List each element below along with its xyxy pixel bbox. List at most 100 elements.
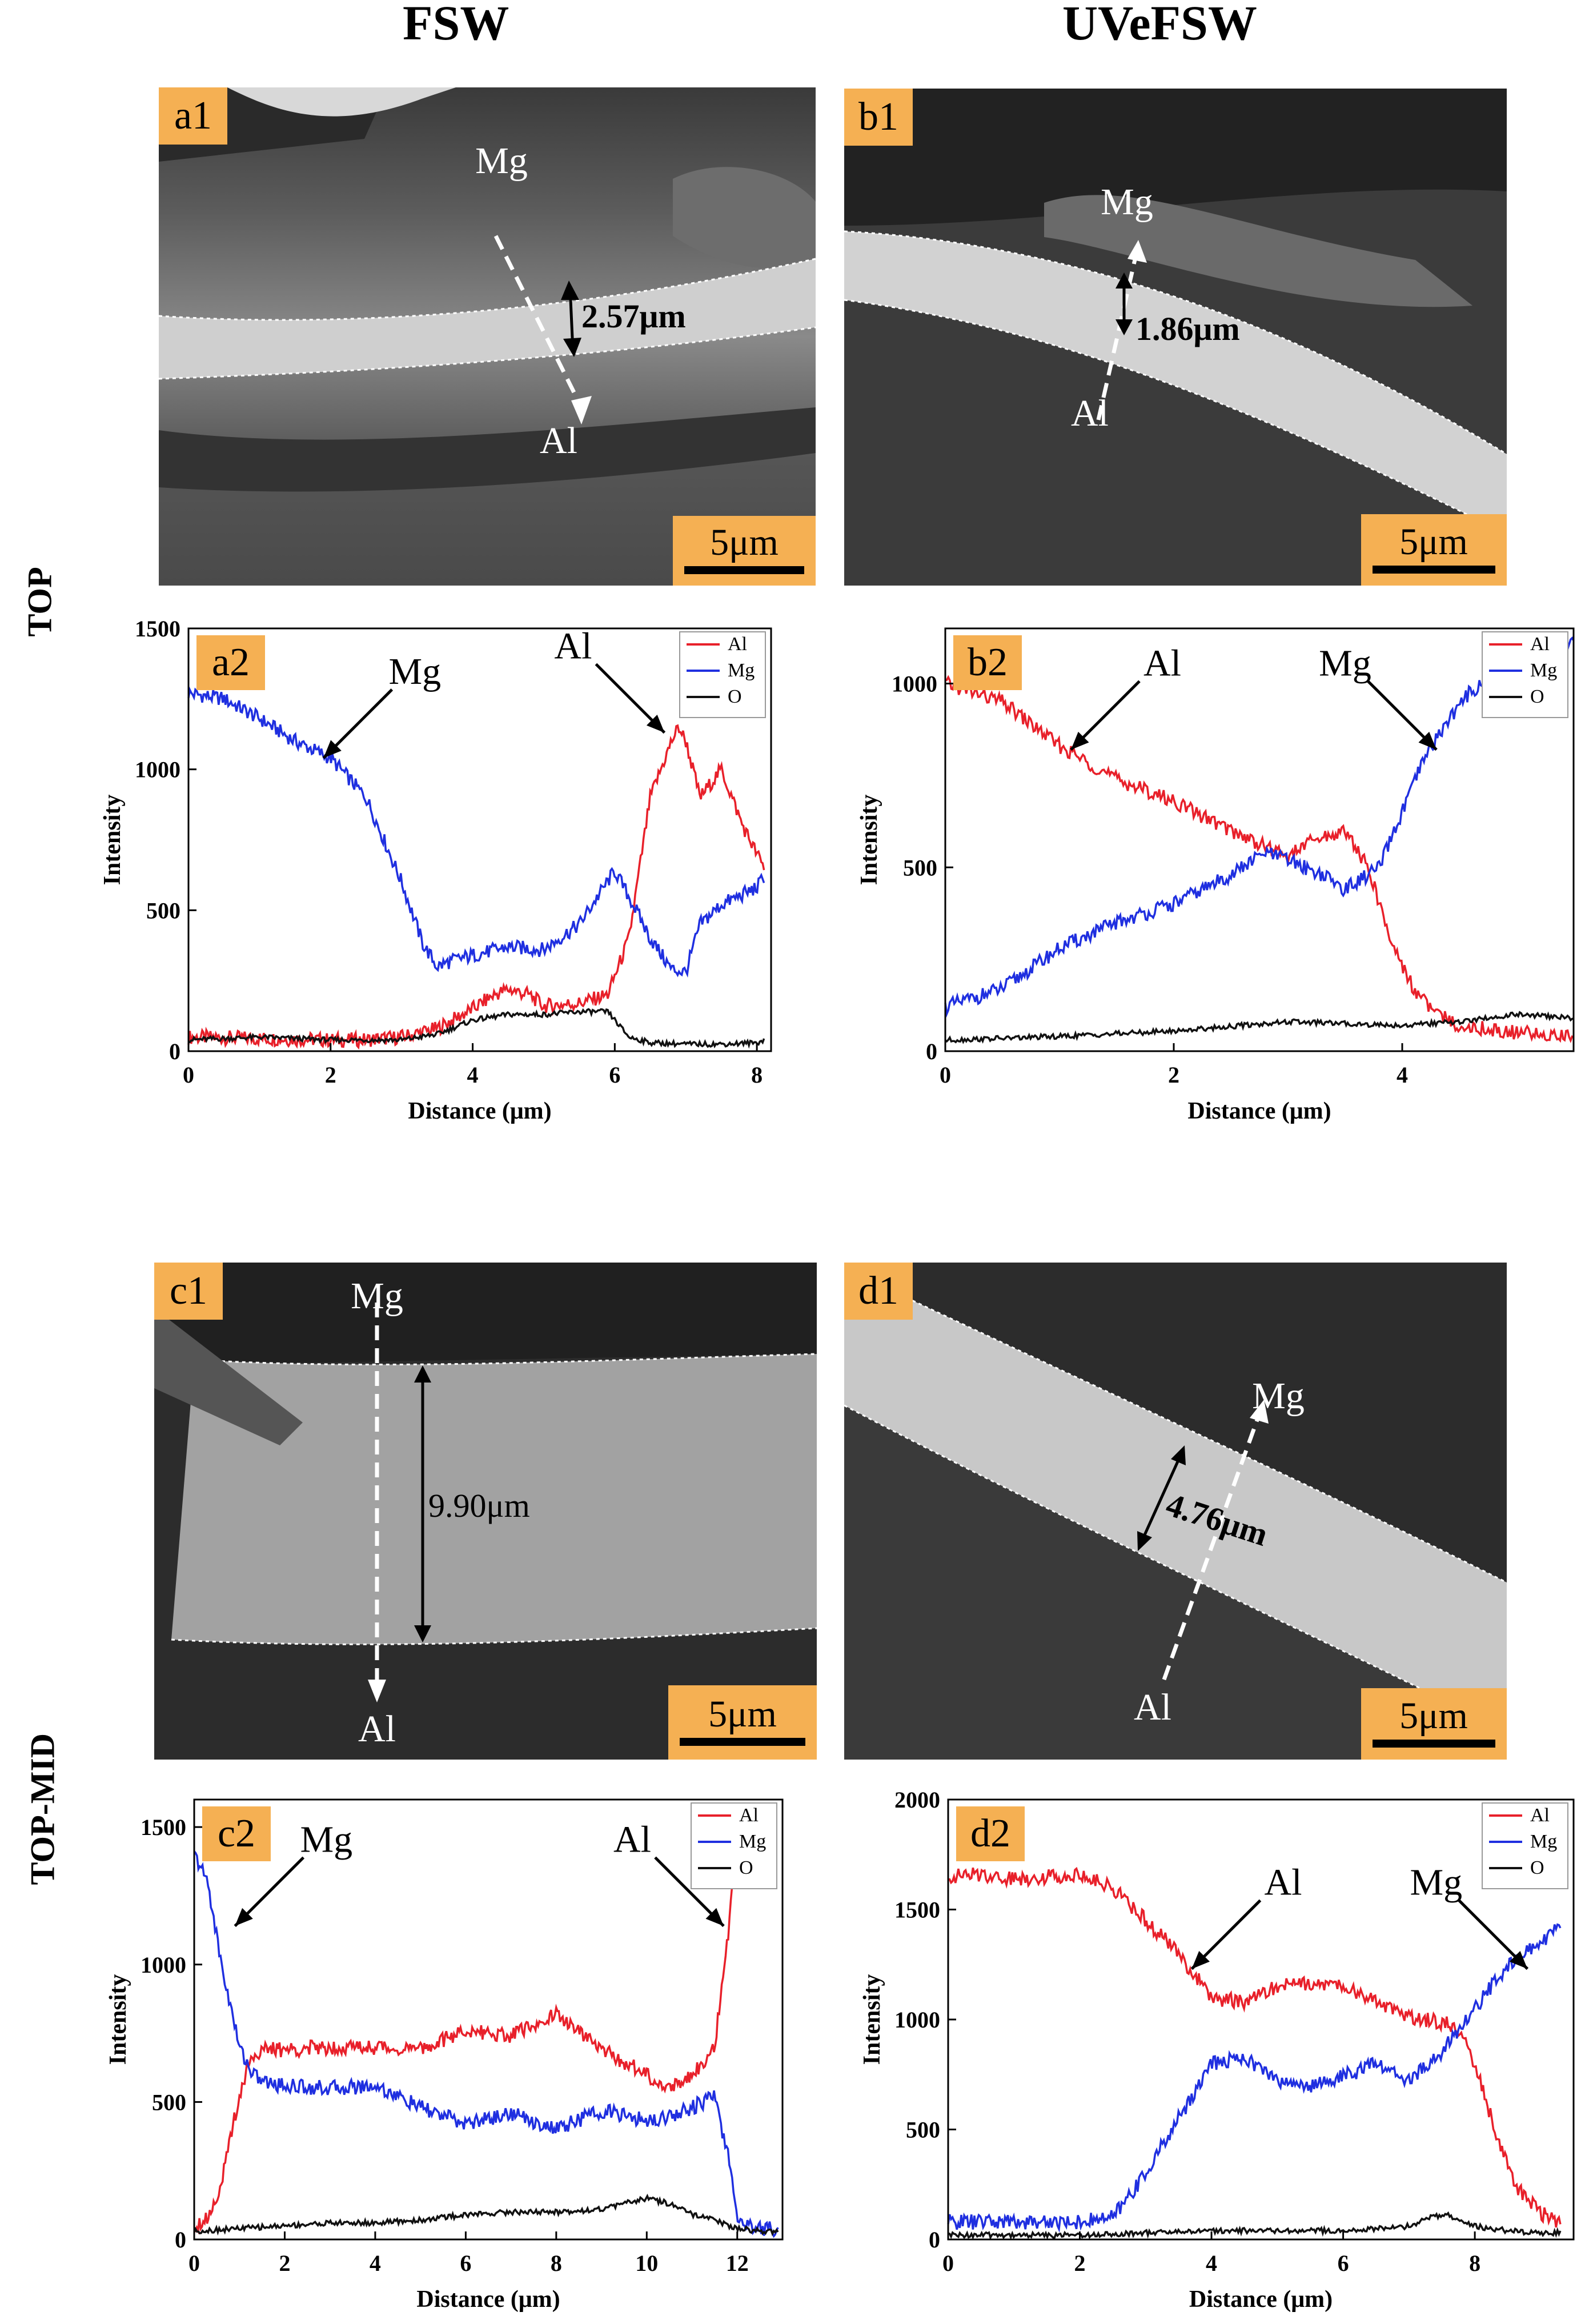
micrograph-d1-end-label: Mg: [1252, 1375, 1305, 1417]
x-axis-label: Distance (μm): [1189, 2286, 1333, 2313]
chart-d2: 0 2 4 6 8 0 500 1000 1500 2000 Distance (μm) Intens…: [859, 1787, 1575, 2313]
legend-label-al: Al: [739, 1805, 759, 1826]
y-tick-label: 1500: [135, 616, 180, 642]
x-tick-label: 12: [726, 2250, 749, 2276]
series-line-al: [193, 1822, 739, 2235]
micrograph-d1-scale-text: 5μm: [1399, 1695, 1468, 1737]
micrograph-d1-scale-bar: [1373, 1740, 1495, 1748]
micrograph-b1-label: b1: [858, 95, 898, 139]
legend-label-mg: Mg: [1530, 1831, 1557, 1852]
series-line-mg: [187, 686, 765, 978]
y-tick-label: 1000: [894, 2007, 940, 2033]
series-line-o: [193, 2193, 779, 2237]
y-tick-label: 500: [152, 2089, 186, 2115]
series-line-mg: [947, 1923, 1562, 2233]
micrograph-b1-end-label: Mg: [1101, 181, 1153, 223]
legend-label-al: Al: [1530, 634, 1550, 655]
annotation-label: Mg: [1410, 1861, 1462, 1903]
chart-c2: 0 2 4 6 8 10 12 0 500 1000 1500 Distance (μm) Intens…: [105, 1798, 784, 2313]
annotation-label: Al: [613, 1818, 651, 1860]
legend: [679, 631, 766, 718]
series-line-mg: [193, 1850, 779, 2238]
row-title-top: TOP: [21, 567, 59, 637]
micrograph-a1-end-label: Al: [540, 420, 577, 462]
micrograph-c1: c1 Mg Al 9.90μm 5μm: [154, 1263, 817, 1760]
annotation-label: Al: [554, 626, 592, 667]
legend-label-al: Al: [728, 634, 747, 655]
panel-label-box: [196, 635, 265, 690]
panel-label: b2: [968, 640, 1008, 684]
panel-label-box: [953, 635, 1022, 690]
x-tick-label: 8: [1469, 2250, 1480, 2276]
plot-frame: [187, 627, 772, 1052]
y-tick-label: 1500: [894, 1897, 940, 1923]
annotation-arrowhead: [1418, 731, 1436, 750]
micrograph-a1-scale-text: 5μm: [710, 522, 779, 563]
series-line-al: [948, 1866, 1562, 2228]
x-tick-label: 2: [325, 1062, 336, 1088]
micrograph-a1-thickness: 2.57μm: [581, 298, 686, 335]
legend: [1482, 631, 1568, 718]
chart-a2: 0 2 4 6 8 0 500 1000 1500 Distance (μm) Intensity a…: [99, 616, 772, 1124]
panel-label: d2: [970, 1812, 1010, 1856]
annotation-arrowhead: [1191, 1950, 1210, 1969]
micrograph-b1-start-label: Al: [1071, 392, 1109, 434]
x-tick-label: 6: [609, 1062, 620, 1088]
x-tick-label: 0: [188, 2250, 200, 2276]
panel-label-box: [202, 1806, 271, 1861]
legend-label-o: O: [1530, 1857, 1544, 1878]
x-tick-label: 4: [1206, 2250, 1217, 2276]
annotation-label: Mg: [1319, 642, 1371, 684]
panel-label-box: [956, 1806, 1025, 1861]
legend-label-o: O: [728, 686, 742, 707]
micrograph-a1-scale-bar: [684, 566, 804, 574]
legend-label-o: O: [1530, 686, 1544, 707]
y-tick-label: 2000: [894, 1787, 940, 1813]
micrograph-a1-label: a1: [174, 94, 212, 138]
micrograph-d1-start-label: Al: [1134, 1686, 1171, 1728]
micrograph-a1: a1 Mg Al 2.57μm 5μm: [159, 87, 816, 586]
series-line-mg: [944, 635, 1575, 1018]
y-axis-label: Intensity: [859, 1974, 885, 2065]
micrograph-c1-end-label: Al: [358, 1708, 396, 1750]
x-axis-label: Distance (μm): [1187, 1098, 1331, 1124]
x-tick-label: 0: [940, 1062, 951, 1088]
x-tick-label: 4: [467, 1062, 479, 1088]
micrograph-b1-thickness: 1.86μm: [1135, 310, 1240, 347]
x-axis-label: Distance (μm): [416, 2286, 560, 2313]
x-tick-label: 0: [942, 2250, 954, 2276]
y-tick-label: 1000: [135, 757, 180, 783]
column-title-fsw: FSW: [403, 0, 509, 50]
x-tick-label: 4: [370, 2250, 381, 2276]
annotation-label: Mg: [300, 1818, 352, 1860]
annotation-arrowhead: [1509, 1950, 1528, 1969]
micrograph-c1-scale-text: 5μm: [708, 1693, 777, 1735]
x-tick-label: 2: [1074, 2250, 1086, 2276]
x-tick-label: 2: [1168, 1062, 1179, 1088]
x-tick-label: 8: [751, 1062, 763, 1088]
series-line-o: [188, 1008, 765, 1049]
y-tick-label: 1000: [141, 1952, 186, 1978]
plot-frame: [193, 1798, 784, 2241]
x-tick-label: 0: [183, 1062, 194, 1088]
legend: [691, 1802, 777, 1889]
x-axis-label: Distance (μm): [408, 1098, 551, 1124]
chart-b2: 0 2 4 0 500 1000 Distance (μm) Intensity b2 Al Mg O…: [856, 627, 1575, 1124]
y-tick-label: 0: [926, 1039, 937, 1064]
annotation-label: Mg: [388, 651, 441, 692]
panel-label: a2: [212, 640, 250, 684]
panel-label: c2: [218, 1812, 255, 1856]
legend-label-o: O: [739, 1857, 753, 1878]
y-tick-label: 1500: [141, 1814, 186, 1840]
legend-label-mg: Mg: [739, 1831, 766, 1852]
plot-frame: [947, 1798, 1575, 2241]
y-tick-label: 0: [169, 1039, 180, 1064]
legend: [1482, 1802, 1568, 1889]
micrograph-d1-label: d1: [858, 1269, 898, 1313]
annotation-arrowhead: [1071, 731, 1089, 750]
annotation-arrowhead: [235, 1908, 253, 1926]
y-tick-label: 1000: [892, 671, 937, 697]
legend-label-al: Al: [1530, 1805, 1550, 1826]
micrograph-d1: d1 Al Mg 4.76μm 5μm: [844, 1263, 1507, 1760]
series-line-o: [948, 2211, 1562, 2241]
